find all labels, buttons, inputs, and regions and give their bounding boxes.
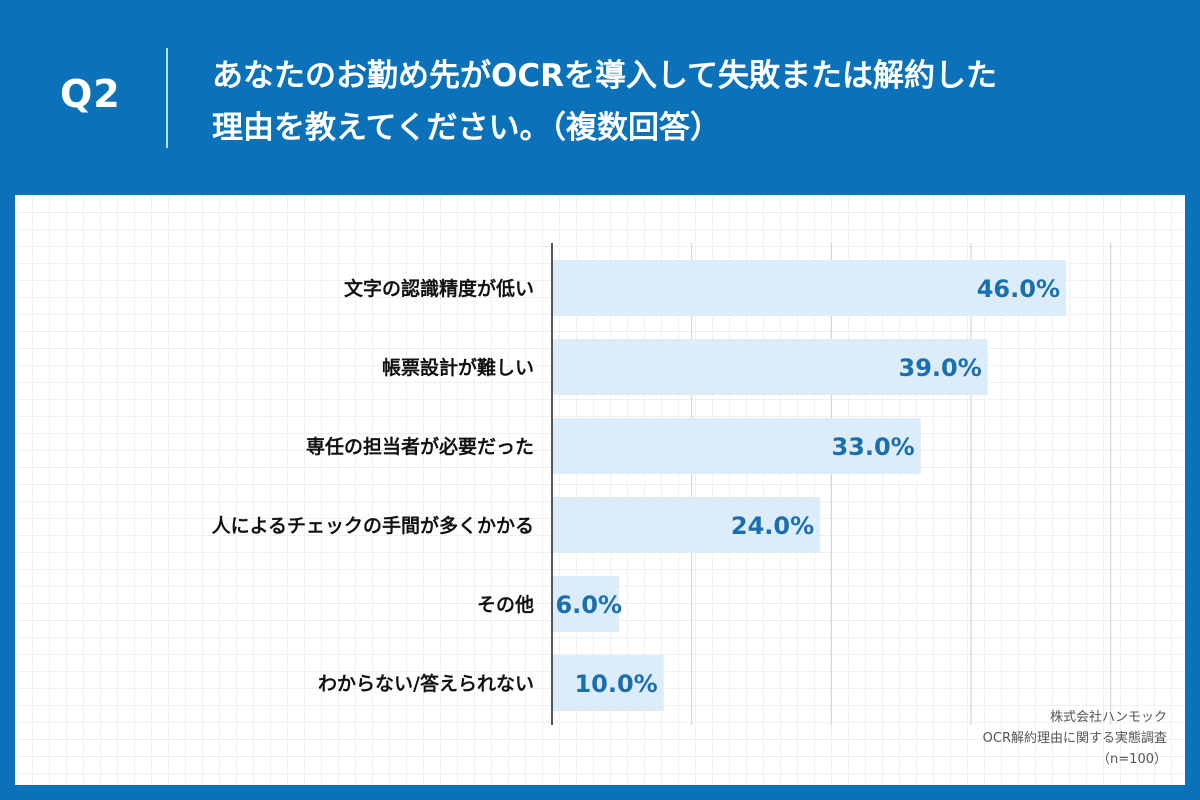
bar [552, 339, 988, 395]
category-label: その他 [477, 593, 534, 616]
category-label: 帳票設計が難しい [382, 356, 534, 379]
source-survey: OCR解約理由に関する実態調査 [982, 731, 1167, 746]
bar [552, 655, 664, 711]
source-note: 株式会社ハンモック OCR解約理由に関する実態調査 （n=100） [983, 707, 1167, 770]
bar-chart: 文字の認識精度が低い 46.0% 帳票設計が難しい 39.0% 専任の担当者が必要だった… [212, 243, 1112, 725]
chart-panel: 文字の認識精度が低い 46.0% 帳票設計が難しい 39.0% 専任の担当者が必要だった… [15, 195, 1185, 785]
category-label: 文字の認識精度が低い [344, 277, 534, 300]
question-header: Q2 あなたのお勤め先がOCRを導入して失敗または解約した 理由を教えてください… [0, 0, 1200, 195]
source-company: 株式会社ハンモック [1049, 710, 1167, 725]
value-label: 10.0% [574, 670, 657, 698]
category-label: 専任の担当者が必要だった [306, 435, 534, 458]
category-label: わからない/答えられない [318, 672, 534, 695]
value-label: 33.0% [831, 433, 914, 461]
value-label: 46.0% [977, 275, 1060, 303]
question-title-line-2: 理由を教えてください。（複数回答） [212, 110, 722, 146]
bar [552, 260, 1066, 316]
bar [552, 497, 821, 553]
source-sample-size: （n=100） [1097, 752, 1167, 767]
bar [552, 576, 620, 632]
value-label: 6.0% [555, 591, 622, 619]
value-label: 39.0% [899, 354, 982, 382]
header-divider [166, 48, 168, 148]
value-label: 24.0% [731, 512, 814, 540]
category-label: 人によるチェックの手間が多くかかる [212, 514, 534, 537]
question-number: Q2 [60, 72, 121, 116]
bar [552, 418, 921, 474]
question-title-line-1: あなたのお勤め先がOCRを導入して失敗または解約した [212, 58, 998, 94]
question-title: あなたのお勤め先がOCRを導入して失敗または解約した 理由を教えてください。（複… [212, 50, 1172, 154]
